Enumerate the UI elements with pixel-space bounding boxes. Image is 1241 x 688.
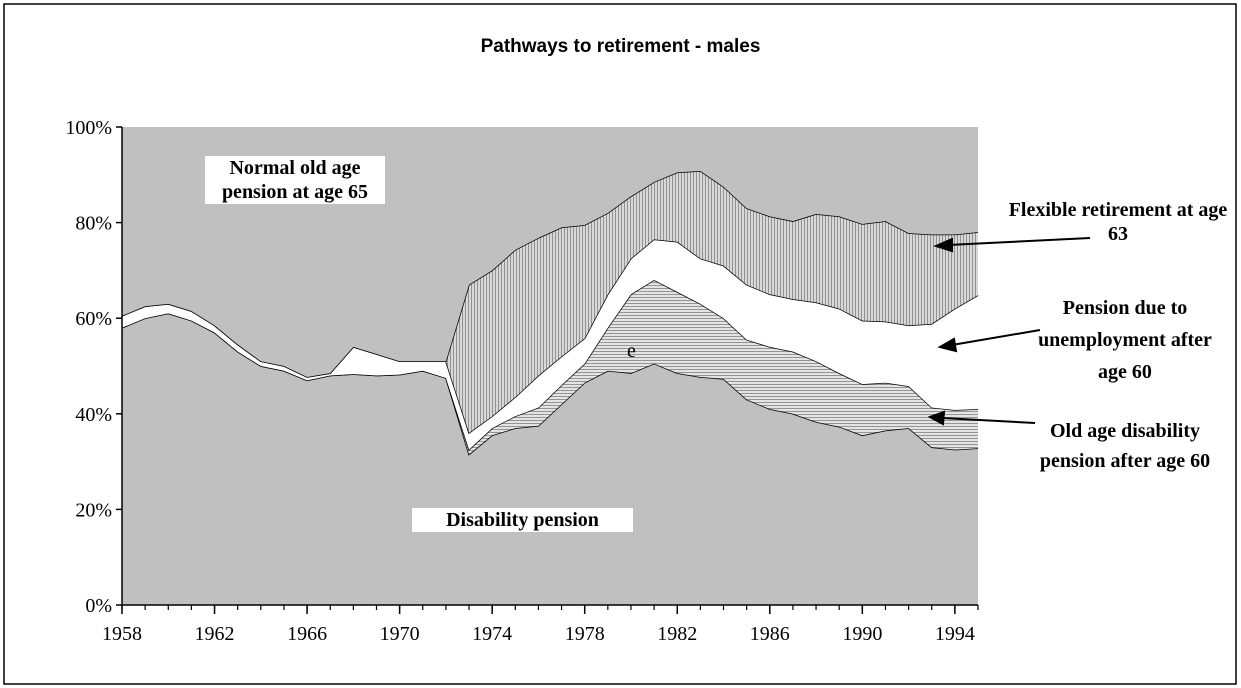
y-tick-label: 80% — [75, 213, 112, 235]
area — [122, 279, 978, 455]
arrow-head — [933, 237, 953, 253]
x-tick-label: 1994 — [935, 623, 975, 645]
area — [122, 313, 978, 605]
annotation: e — [626, 340, 636, 362]
arrow-head — [937, 337, 958, 353]
x-tick-label: 1982 — [657, 623, 697, 645]
area — [122, 170, 978, 433]
y-tick-label: 0% — [85, 595, 112, 617]
series-label: Pension due to unemployment after age 60 — [1038, 297, 1212, 383]
y-tick-label: 60% — [75, 308, 112, 330]
x-tick-label: 1962 — [195, 623, 235, 645]
x-tick-label: 1958 — [102, 623, 142, 645]
series-label: Disability pension — [412, 508, 633, 532]
arrow-head — [927, 410, 946, 426]
x-tick-label: 1990 — [842, 623, 882, 645]
x-tick-label: 1978 — [565, 623, 605, 645]
arrow — [951, 329, 1041, 346]
x-tick-label: 1966 — [287, 623, 327, 645]
arrow — [947, 237, 1091, 246]
series-label: Old age disability pension after age 60 — [1039, 420, 1211, 472]
series-label: Flexible retirement at age 63 — [1008, 199, 1228, 245]
y-tick-label: 100% — [65, 117, 112, 139]
x-tick-label: 1970 — [380, 623, 420, 645]
x-tick-label: 1986 — [750, 623, 790, 645]
x-tick-label: 1974 — [472, 623, 512, 645]
chart-title: Pathways to retirement - males — [480, 36, 761, 57]
y-tick-label: 20% — [75, 499, 112, 521]
arrows — [927, 237, 1091, 426]
arrow — [941, 417, 1036, 424]
series-label: Normal old age pension at age 65 — [205, 156, 385, 204]
y-tick-label: 40% — [75, 404, 112, 426]
